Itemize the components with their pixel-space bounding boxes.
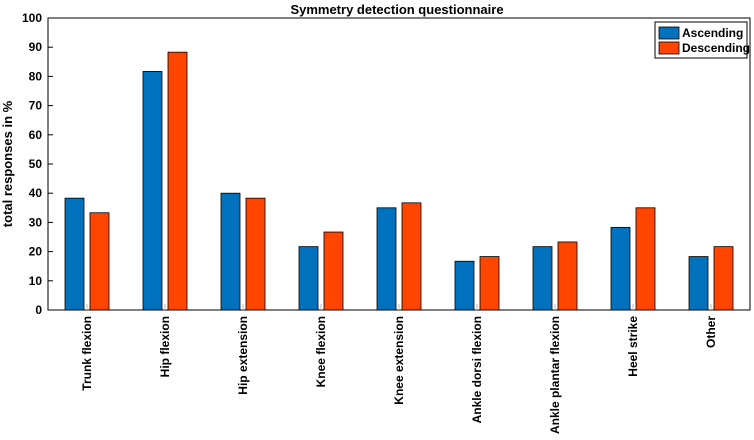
- x-tick-label: Trunk flexion: [80, 316, 94, 391]
- bar-descending: [89, 212, 110, 311]
- y-tick-label: 10: [29, 274, 43, 288]
- y-tick-label: 90: [29, 40, 43, 54]
- bar-descending: [401, 202, 422, 311]
- bar-ascending: [220, 192, 241, 311]
- legend-swatch-descending: [658, 41, 680, 55]
- bar-ascending: [454, 260, 475, 311]
- y-tick-label: 40: [29, 186, 43, 200]
- y-tick-label: 70: [29, 99, 43, 113]
- bar-descending: [245, 197, 266, 311]
- bar-ascending: [64, 197, 85, 311]
- x-tick-label: Hip flexion: [158, 316, 172, 377]
- bar-descending: [167, 51, 188, 311]
- bar-ascending: [298, 246, 319, 311]
- y-axis-label: total responses in %: [0, 100, 15, 227]
- bar-ascending: [532, 246, 553, 311]
- x-tick-label: Hip extension: [236, 316, 250, 395]
- y-tick-label: 0: [35, 303, 42, 317]
- y-tick-label: 80: [29, 69, 43, 83]
- bar-descending: [635, 207, 656, 311]
- x-tick-label: Knee extension: [392, 316, 406, 405]
- y-tick-label: 30: [29, 215, 43, 229]
- bar-descending: [323, 231, 344, 311]
- legend-label-ascending: Ascending: [682, 26, 743, 40]
- x-tick-label: Other: [704, 316, 718, 348]
- bar-descending: [479, 256, 500, 311]
- bar-ascending: [688, 256, 709, 311]
- legend-swatch-ascending: [658, 26, 680, 40]
- x-tick-label: Ankle dorsi flexion: [470, 316, 484, 423]
- bar-ascending: [376, 207, 397, 311]
- bar-ascending: [610, 226, 631, 311]
- y-tick-label: 50: [29, 157, 43, 171]
- y-tick-label: 60: [29, 128, 43, 142]
- legend-label-descending: Descending: [682, 41, 750, 55]
- x-tick-label: Knee flexion: [314, 316, 328, 387]
- bar-ascending: [142, 71, 163, 311]
- x-tick-label: Heel strike: [626, 316, 640, 377]
- x-tick-label: Ankle plantar flexion: [548, 316, 562, 434]
- plot-area: 0 10 20 30 40 50 60 70 80 90 100 Trunk flexion Hip f…: [22, 11, 751, 434]
- bar-descending: [713, 246, 734, 311]
- bar-descending: [557, 241, 578, 311]
- y-tick-label: 100: [22, 11, 42, 25]
- y-tick-label: 20: [29, 245, 43, 259]
- chart-title: Symmetry detection questionnaire: [290, 2, 503, 17]
